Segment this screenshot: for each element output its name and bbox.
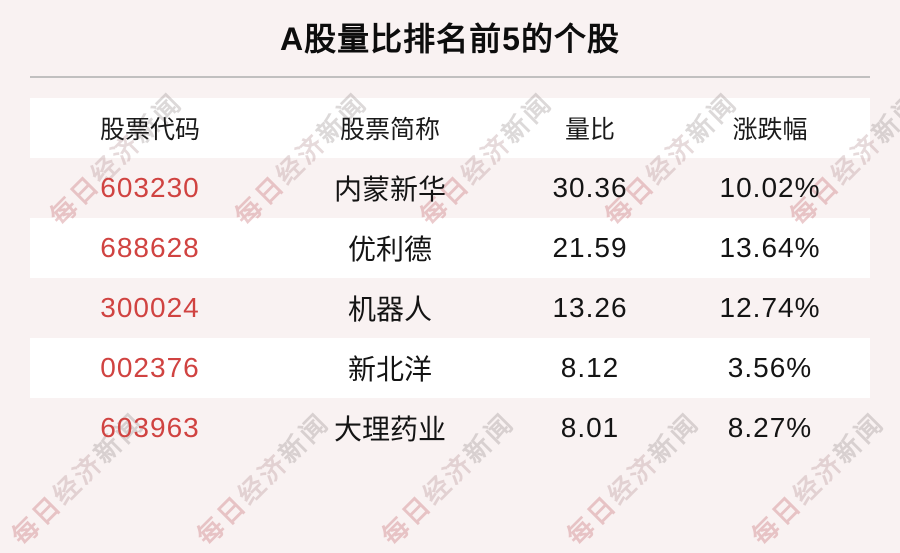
stock-name-cell: 大理药业 (333, 414, 446, 445)
row-background (30, 338, 870, 398)
change-cell: 12.74% (719, 292, 821, 323)
column-header-stock-name: 股票简称 (339, 116, 440, 144)
stock-code-cell: 688628 (100, 232, 200, 263)
stock-code-cell: 300024 (100, 292, 200, 323)
page-title: A股量比排名前5的个股 (280, 21, 620, 57)
stock-code-cell: 603230 (100, 172, 200, 203)
change-cell: 3.56% (727, 352, 813, 383)
stock-code-cell: 002376 (100, 352, 200, 383)
watermark-part: 每日 (375, 488, 439, 552)
stock-name-cell: 新北洋 (347, 354, 432, 385)
watermark-part: 每日 (560, 488, 624, 552)
change-cell: 13.64% (719, 232, 821, 263)
stock-name-cell: 内蒙新华 (333, 174, 446, 205)
change-cell: 10.02% (719, 172, 821, 203)
table-stripes (30, 98, 870, 398)
watermark-part: 每日 (190, 488, 254, 552)
stock-table: 股票代码 股票简称 量比 涨跌幅 603230 内蒙新华 30.36 10.02… (30, 98, 870, 458)
stock-name-cell: 机器人 (347, 294, 432, 325)
page: 每日经济新闻 每日经济新闻 每日经济新闻 每日经济新闻 每日经济新闻 每日经济新… (6, 21, 900, 551)
volume-ratio-cell: 8.12 (560, 352, 620, 383)
stock-code-cell: 603963 (100, 412, 200, 443)
title-divider (30, 76, 870, 78)
volume-ratio-cell: 21.59 (552, 232, 628, 263)
stock-name-cell: 优利德 (347, 234, 432, 265)
watermark-part: 每日 (5, 488, 69, 552)
content: A股量比排名前5的个股 股票代码 股票简称 量比 涨跌幅 603230 内蒙新华… (30, 21, 870, 458)
column-header-stock-code: 股票代码 (99, 116, 200, 144)
volume-ratio-cell: 8.01 (560, 412, 620, 443)
row-background (30, 98, 870, 158)
watermark-part: 每日 (745, 488, 809, 552)
row-background (30, 218, 870, 278)
column-header-volume-ratio: 量比 (564, 116, 615, 144)
column-header-change: 涨跌幅 (732, 116, 808, 144)
volume-ratio-cell: 30.36 (552, 172, 628, 203)
volume-ratio-cell: 13.26 (552, 292, 628, 323)
change-cell: 8.27% (727, 412, 813, 443)
